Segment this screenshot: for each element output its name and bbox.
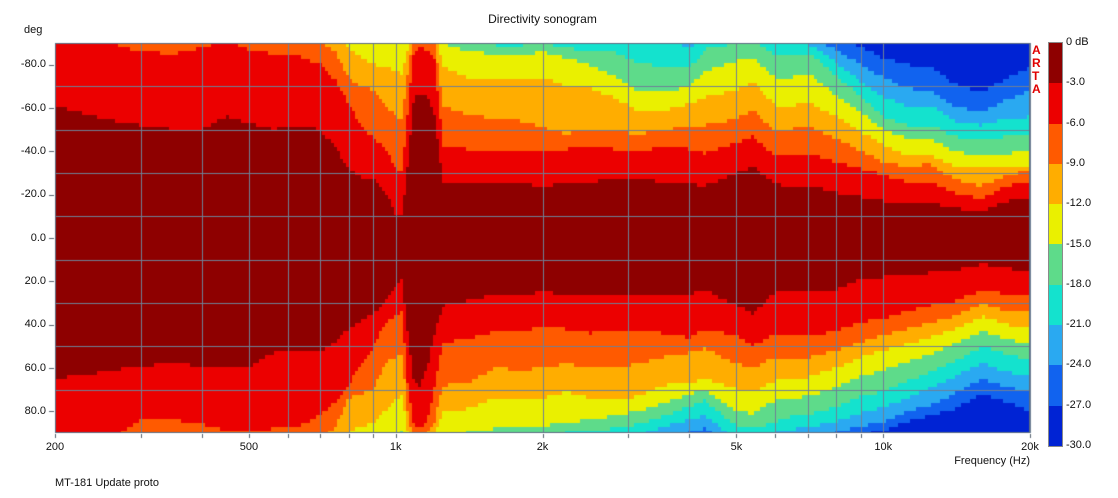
y-tick-label-80.0: 80.0 — [24, 404, 46, 417]
y-tick-label--40.0: -40.0 — [20, 144, 46, 157]
legend-label--15.0: -15.0 — [1066, 237, 1092, 250]
legend-label--18.0: -18.0 — [1066, 277, 1092, 290]
legend-label--12.0: -12.0 — [1066, 197, 1092, 210]
legend-swatch-1 — [1049, 83, 1062, 124]
y-tick-label-60.0: 60.0 — [24, 361, 46, 374]
legend-label--27.0: -27.0 — [1066, 398, 1092, 411]
legend-swatch-6 — [1049, 284, 1062, 326]
legend-swatch-3 — [1049, 163, 1062, 205]
legend-swatch-5 — [1049, 244, 1062, 285]
legend-label--24.0: -24.0 — [1066, 358, 1092, 371]
legend-label--9.0: -9.0 — [1066, 156, 1085, 169]
x-tick-label-1k: 1k — [389, 441, 402, 453]
x-axis-label: Frequency (Hz) — [954, 455, 1030, 467]
y-tick-label--20.0: -20.0 — [20, 188, 46, 201]
color-scale-bar — [1048, 42, 1063, 447]
x-tick-label-5k: 5k — [730, 441, 743, 453]
legend-label--30.0: -30.0 — [1066, 439, 1092, 451]
arta-watermark: ARTA — [1032, 43, 1041, 96]
y-tick-label-20.0: 20.0 — [24, 274, 46, 287]
y-tick-label--80.0: -80.0 — [20, 58, 46, 71]
y-tick-label-0.0: 0.0 — [30, 231, 46, 244]
legend-label--3.0: -3.0 — [1066, 76, 1085, 89]
legend-label--6.0: -6.0 — [1066, 116, 1085, 129]
legend-swatch-4 — [1049, 204, 1062, 245]
y-tick-label--60.0: -60.0 — [20, 101, 46, 114]
x-tick-label-500: 500 — [239, 441, 259, 453]
legend-swatch-8 — [1049, 365, 1062, 406]
legend-swatch-2 — [1049, 123, 1062, 164]
legend-swatch-0 — [1049, 43, 1062, 84]
x-tick-label-20k: 20k — [1021, 441, 1039, 453]
legend-swatch-9 — [1049, 405, 1062, 446]
x-tick-label-200: 200 — [45, 441, 65, 453]
x-tick-label-10k: 10k — [874, 441, 893, 453]
legend-label--21.0: -21.0 — [1066, 318, 1092, 331]
y-tick-label-40.0: 40.0 — [24, 318, 46, 331]
chart-title: Directivity sonogram — [488, 12, 597, 26]
legend-label-0 dB: 0 dB — [1066, 36, 1089, 48]
x-tick-label-2k: 2k — [536, 441, 549, 453]
y-axis-unit-label: deg — [24, 24, 43, 36]
legend-swatch-7 — [1049, 325, 1062, 366]
measurement-name-label: MT-181 Update proto — [55, 477, 159, 489]
